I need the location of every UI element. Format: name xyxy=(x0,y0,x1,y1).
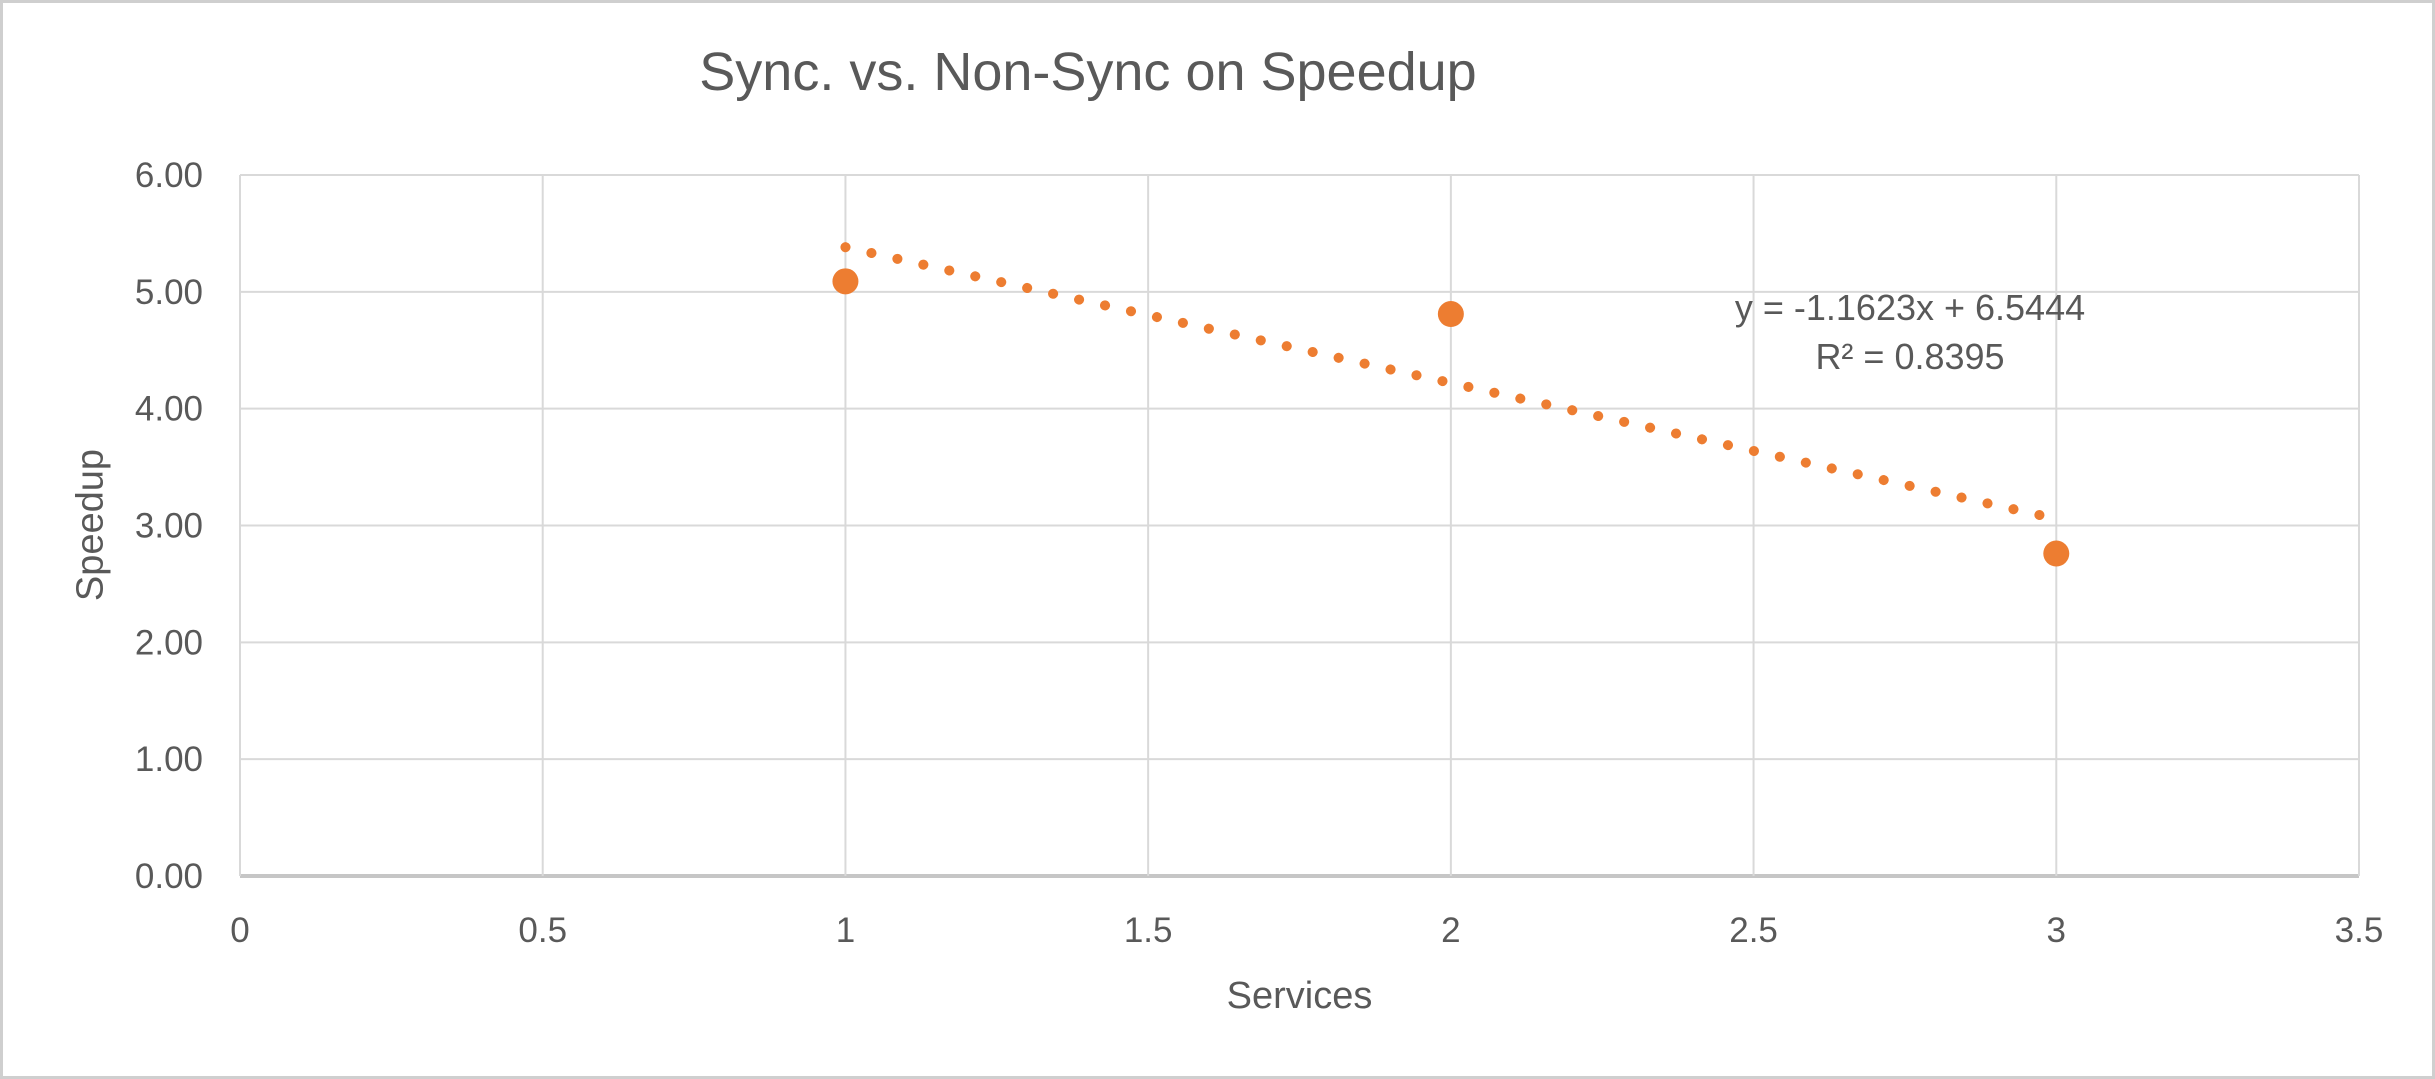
data-point-marker xyxy=(832,268,859,295)
scatter-plot-area: 0.00 1.00 2.00 3.00 4.00 5.00 6.00 0 0.5 1 1.5 2 2.5… xyxy=(135,156,2384,950)
trendline-r-squared: R² = 0.8395 xyxy=(1815,335,2005,377)
x-axis-title: Services xyxy=(1226,975,1373,1017)
data-point-marker xyxy=(1437,301,1464,328)
trendline-dotted xyxy=(840,242,2062,524)
x-tick-label: 3.5 xyxy=(2335,911,2384,950)
y-tick-label: 1.00 xyxy=(135,740,203,779)
y-tick-label: 4.00 xyxy=(135,390,203,429)
y-tick-label: 0.00 xyxy=(135,857,203,896)
y-tick-label: 3.00 xyxy=(135,507,203,546)
y-tick-label: 5.00 xyxy=(135,273,203,312)
x-tick-label: 1.5 xyxy=(1124,911,1173,950)
x-tick-label: 0 xyxy=(230,911,249,950)
x-tick-label: 1 xyxy=(836,911,855,950)
x-tick-label: 0.5 xyxy=(518,911,567,950)
chart-title: Sync. vs. Non-Sync on Speedup xyxy=(699,42,1477,102)
data-point-marker xyxy=(2043,540,2070,567)
y-axis-title: Speedup xyxy=(69,448,112,602)
trendline-equation: y = -1.1623x + 6.5444 xyxy=(1734,287,2086,328)
x-tick-label: 2 xyxy=(1441,911,1460,950)
x-tick-label: 2.5 xyxy=(1729,911,1778,950)
trendline-annotation: y = -1.1623x + 6.5444 R² = 0.8395 xyxy=(1610,284,2210,382)
y-tick-label: 2.00 xyxy=(135,623,203,662)
x-tick-label: 3 xyxy=(2047,911,2066,950)
y-tick-label: 6.00 xyxy=(135,156,203,195)
